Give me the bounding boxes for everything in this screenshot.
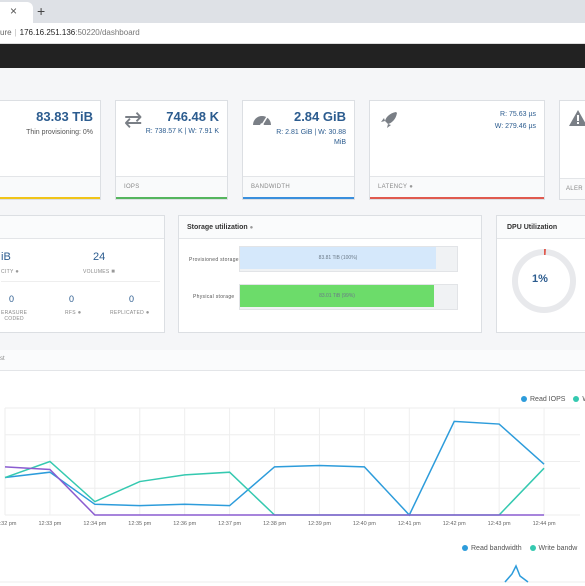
alerts-footer: ALER [560, 178, 585, 199]
capacity-card[interactable]: 83.83 TiB Thin provisioning: 0% [0, 100, 101, 200]
alerts-card[interactable]: ALER [559, 100, 585, 200]
erasure-value: 0 [9, 294, 15, 304]
physical-label: Physical storage [193, 294, 235, 300]
latency-footer: LATENCY ● [370, 176, 544, 199]
legend-read-iops: Read IOPS [530, 396, 566, 403]
physical-track: 83.01 TiB (99%) [239, 284, 458, 310]
capacity-panel-value: iB [1, 251, 11, 263]
legend-write-bandwidth: Write bandw [538, 545, 578, 552]
capacity-card-footer [0, 176, 100, 199]
rocket-icon [381, 112, 397, 128]
capacity-panel-header [0, 216, 164, 239]
warning-icon [569, 110, 585, 126]
volumes-label: VOLUMES ■ [83, 269, 116, 275]
close-tab-icon[interactable]: × [10, 4, 18, 18]
rfs-label: RFS ● [65, 310, 82, 316]
latency-read: R: 75.63 µs [500, 111, 536, 118]
capacity-panel: iB CITY ● 24 VOLUMES ■ 0 ERASURE CODED 0 … [0, 215, 165, 333]
replicated-value: 0 [129, 294, 135, 304]
dpu-value: 1% [532, 273, 548, 285]
dpu-header [497, 216, 585, 239]
latency-card[interactable]: R: 75.63 µs W: 279.46 µs LATENCY ● [369, 100, 545, 200]
bandwidth-footer: BANDWIDTH [243, 176, 354, 199]
x-tick-label: 12:32 pm [0, 521, 17, 527]
x-tick-label: 12:35 pm [128, 521, 151, 527]
bandwidth-chart [0, 564, 585, 583]
chart-section-label: st [0, 356, 5, 362]
iops-breakdown: R: 738.57 K | W: 7.91 K [145, 128, 219, 135]
x-tick-label: 12:34 pm [83, 521, 106, 527]
provisioned-label: Provisioned storage [189, 257, 239, 263]
new-tab-button[interactable]: + [37, 3, 46, 19]
performance-chart-panel [0, 350, 585, 586]
iops-chart: 12:32 pm 12:33 pm 12:34 pm 12:35 pm 12:36 pm… [0, 407, 580, 527]
latency-write: W: 279.46 µs [494, 123, 536, 130]
x-tick-label: 12:43 pm [488, 521, 511, 527]
x-tick-label: 12:36 pm [173, 521, 196, 527]
gauge-icon [253, 116, 271, 127]
legend-write-iops: W [582, 396, 585, 403]
storage-title: Storage utilization ● [187, 224, 254, 231]
dpu-gauge [512, 249, 576, 313]
provisioned-bar: 83.81 TiB (100%) [240, 247, 436, 269]
address-text[interactable]: ure | 176.16.251.136:50220/dashboard [0, 28, 140, 37]
iops-card[interactable]: ⇄ 746.48 K R: 738.57 K | W: 7.91 K IOPS [115, 100, 228, 200]
x-tick-label: 12:33 pm [38, 521, 61, 527]
bandwidth-value: 2.84 GiB [293, 109, 346, 124]
series-line-0 [4, 420, 545, 517]
app-top-bar [0, 44, 585, 68]
x-tick-label: 12:37 pm [218, 521, 241, 527]
physical-bar: 83.01 TiB (99%) [240, 285, 435, 307]
series-line-2 [4, 466, 545, 516]
browser-tab-strip [0, 0, 585, 23]
x-tick-label: 12:38 pm [263, 521, 286, 527]
browser-tab[interactable] [0, 2, 33, 23]
dpu-utilization-panel: DPU Utilization 1% [496, 215, 585, 333]
erasure-label: ERASURE CODED [1, 310, 28, 322]
x-tick-label: 12:44 pm [533, 521, 556, 527]
x-tick-label: 12:39 pm [308, 521, 331, 527]
thin-provisioning: Thin provisioning: 0% [26, 129, 93, 136]
address-bar[interactable] [0, 23, 585, 44]
iops-value: 746.48 K [166, 109, 219, 124]
divider [1, 281, 160, 282]
legend-top[interactable]: Read IOPS W [521, 396, 585, 403]
dpu-title: DPU Utilization [507, 224, 558, 231]
x-tick-label: 12:42 pm [443, 521, 466, 527]
x-tick-label: 12:41 pm [398, 521, 421, 527]
rfs-value: 0 [69, 294, 75, 304]
storage-utilization-panel: Storage utilization ● Provisioned storag… [178, 215, 482, 333]
bandwidth-card[interactable]: 2.84 GiB R: 2.81 GiB | W: 30.88 MiB BAND… [242, 100, 355, 200]
security-label: ure [0, 28, 12, 37]
storage-header [179, 216, 481, 239]
capacity-value: 83.83 TiB [36, 109, 93, 124]
provisioned-track: 83.81 TiB (100%) [239, 246, 458, 272]
volumes-value: 24 [93, 251, 106, 263]
latency-footer-label: LATENCY [378, 184, 408, 190]
x-tick-label: 12:40 pm [353, 521, 376, 527]
bandwidth-breakdown: R: 2.81 GiB | W: 30.88 MiB [276, 129, 346, 146]
iops-footer: IOPS [116, 176, 227, 199]
legend-read-bandwidth: Read bandwidth [471, 545, 522, 552]
info-icon[interactable]: ● [409, 184, 414, 190]
capacity-label: CITY ● [1, 269, 20, 275]
address-host: 176.16.251.136 [19, 28, 76, 37]
replicated-label: REPLICATED ● [110, 310, 150, 316]
legend-bottom[interactable]: Read bandwidth Write bandw [462, 545, 577, 552]
transfer-arrows-icon: ⇄ [124, 107, 143, 132]
address-path: :50220/dashboard [75, 28, 140, 37]
chart-header [0, 350, 585, 371]
